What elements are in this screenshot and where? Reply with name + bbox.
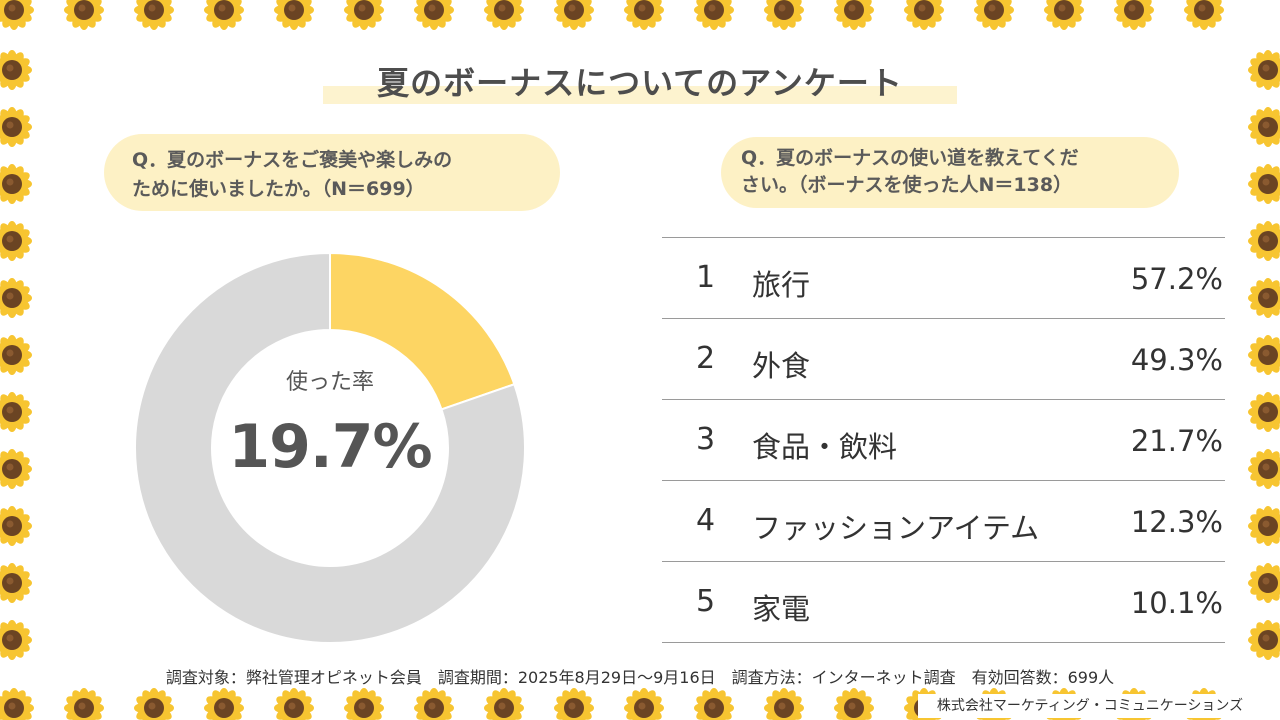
rank-label: 旅行 [752,268,811,302]
sunflower-icon [64,688,104,720]
sunflower-icon [974,0,1014,30]
sunflower-icon [1184,0,1224,30]
sunflower-icon [1248,506,1280,546]
question-1-box: Q．夏のボーナスをご褒美や楽しみの ために使いましたか。（N＝699） [104,134,560,211]
sunflower-icon [204,688,244,720]
sunflower-icon [694,0,734,30]
sunflower-icon [1248,620,1280,660]
sunflower-icon [0,50,32,90]
sunflower-icon [0,164,32,204]
sunflower-icon [414,688,454,720]
sunflower-icon [694,688,734,720]
sunflower-icon [1248,221,1280,261]
sunflower-icon [554,0,594,30]
sunflower-icon [1248,449,1280,489]
sunflower-icon [0,221,32,261]
question-1-line-1: Q．夏のボーナスをご褒美や楽しみの [132,149,453,171]
sunflower-icon [0,335,32,375]
donut-center-value: 19.7% [228,412,432,482]
question-2-box: Q．夏のボーナスの使い道を教えてくだ さい。（ボーナスを使った人N＝138） [721,137,1179,208]
sunflower-icon [204,0,244,30]
rank-number: 2 [696,341,716,376]
rank-label: 食品・飲料 [752,430,898,464]
survey-footnote: 調査対象：弊社管理オピネット会員 調査期間：2025年8月29日～9月16日 調… [165,668,1115,687]
sunflower-icon [0,392,32,432]
sunflower-icon [0,278,32,318]
sunflower-icon [274,0,314,30]
rank-value: 57.2% [1130,262,1223,296]
sunflower-icon [344,0,384,30]
rank-label: 家電 [752,592,811,626]
rank-number: 4 [696,503,716,538]
title-highlight [323,86,957,104]
sunflower-icon [904,0,944,30]
donut-slice-1 [134,251,526,644]
sunflower-icon [1114,0,1154,30]
rank-value: 49.3% [1130,343,1223,377]
rank-value: 21.7% [1130,424,1223,458]
rank-number: 5 [696,584,716,619]
sunflower-icon [0,506,32,546]
sunflower-icon [1248,107,1280,147]
sunflower-icon [134,688,174,720]
sunflower-icon [1248,335,1280,375]
sunflower-icon [0,107,32,147]
sunflower-icon [0,563,32,603]
sunflower-icon [344,688,384,720]
rank-value: 12.3% [1130,505,1223,539]
sunflower-icon [0,688,34,720]
question-2-line-1: Q．夏のボーナスの使い道を教えてくだ [741,147,1079,169]
rank-number: 1 [696,260,716,295]
sunflower-icon [764,0,804,30]
sunflower-icon [0,0,34,30]
table-row: 2 外食 49.3% [662,318,1225,399]
table-row: 1 旅行 57.2% [662,237,1225,318]
table-row: 4 ファッションアイテム 12.3% [662,480,1225,561]
question-1-line-2: ために使いましたか。（N＝699） [132,178,425,200]
sunflower-icon [414,0,454,30]
table-row: 5 家電 10.1% [662,561,1225,643]
page-title: 夏のボーナスについてのアンケート [377,64,903,102]
sunflower-icon [764,688,804,720]
sunflower-icon [1044,0,1084,30]
sunflower-icon [834,0,874,30]
sunflower-icon [1248,278,1280,318]
donut-center-label: 使った率 [285,370,374,395]
rank-label: ファッションアイテム [752,511,1040,545]
sunflower-icon [1248,50,1280,90]
rank-value: 10.1% [1130,586,1223,620]
sunflower-icon [1248,164,1280,204]
sunflower-icon [0,620,32,660]
title-block: 夏のボーナスについてのアンケート [323,56,957,108]
rank-label: 外食 [752,349,811,383]
donut-chart [134,251,526,644]
sunflower-icon [834,688,874,720]
sunflower-icon [554,688,594,720]
company-credit: 株式会社マーケティング・コミュニケーションズ [918,694,1262,718]
sunflower-icon [64,0,104,30]
sunflower-icon [484,0,524,30]
sunflower-icon [134,0,174,30]
sunflower-icon [1248,563,1280,603]
question-2-line-2: さい。（ボーナスを使った人N＝138） [741,174,1073,196]
sunflower-icon [624,0,664,30]
ranking-table: 1 旅行 57.2% 2 外食 49.3% 3 食品・飲料 21.7% 4 ファ… [662,237,1225,643]
sunflower-icon [1248,392,1280,432]
sunflower-icon [484,688,524,720]
sunflower-icon [624,688,664,720]
sunflower-icon [0,449,32,489]
rank-number: 3 [696,422,716,457]
sunflower-icon [274,688,314,720]
table-row: 3 食品・飲料 21.7% [662,399,1225,480]
